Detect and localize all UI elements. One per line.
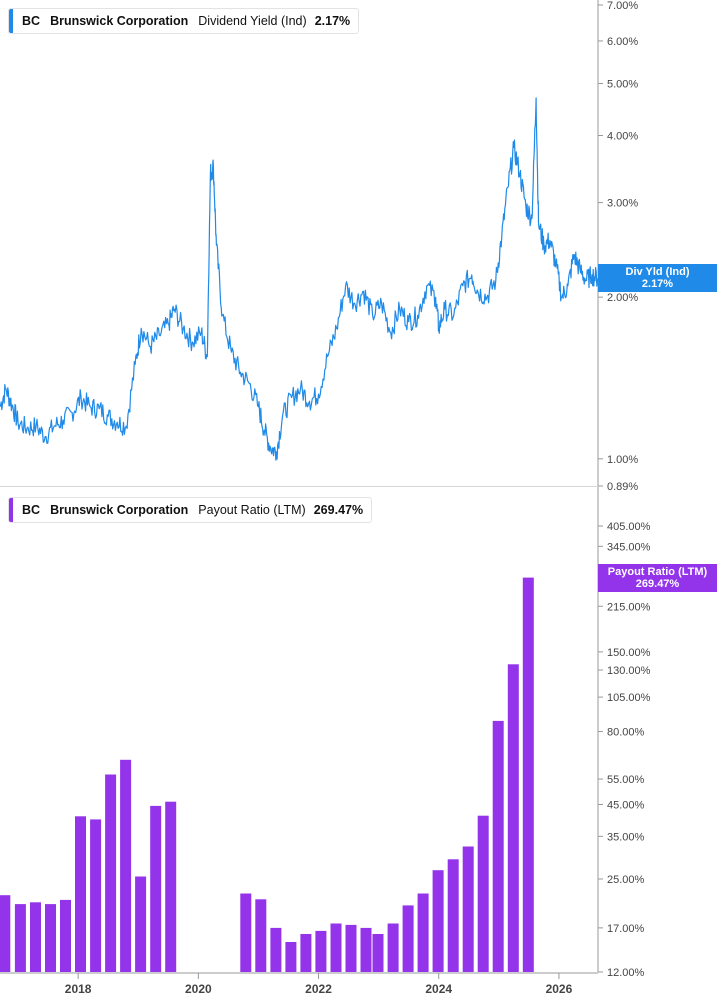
- payout-ratio-bar: [447, 859, 459, 972]
- payout-ratio-bar: [90, 819, 102, 972]
- tag-value: 269.47%: [635, 578, 680, 590]
- legend-value: 2.17%: [314, 14, 351, 28]
- payout-ratio-bar: [522, 577, 534, 972]
- payout-ratio-bar: [285, 942, 297, 972]
- y-tick-label: 4.00%: [607, 131, 638, 143]
- payout-ratio-bar: [477, 815, 489, 972]
- x-tick-label: 2018: [65, 982, 92, 996]
- payout-ratio-bar: [135, 876, 147, 972]
- legend-metric: Dividend Yield (Ind): [198, 14, 307, 28]
- legend-ticker: BC: [22, 503, 41, 517]
- legend-value: 269.47%: [313, 503, 364, 517]
- payout-ratio-bar: [300, 934, 312, 972]
- x-tick-label: 2024: [425, 982, 452, 996]
- payout-ratio-value-tag: Payout Ratio (LTM) 269.47%: [598, 564, 717, 592]
- legend-swatch: [9, 498, 13, 522]
- payout-ratio-bar: [14, 904, 26, 972]
- y-tick-label: 3.00%: [607, 198, 638, 210]
- y-tick-label: 7.00%: [607, 0, 638, 12]
- bottom-y-axis: 405.00% 345.00% 215.00% 150.00% 130.00% 105.0…: [597, 487, 651, 979]
- payout-ratio-bar: [105, 774, 117, 972]
- y-tick-label: 45.00%: [607, 799, 645, 811]
- payout-ratio-bar: [432, 870, 444, 972]
- y-tick-label: 345.00%: [607, 541, 651, 553]
- y-tick-label: 25.00%: [607, 874, 645, 886]
- payout-ratio-bar: [120, 759, 132, 972]
- tag-label: Div Yld (Ind): [625, 266, 690, 278]
- y-tick-label: 12.00%: [607, 967, 645, 979]
- payout-ratio-bar: [462, 846, 474, 972]
- dividend-yield-plot: [0, 97, 599, 461]
- legend-ticker: BC: [22, 14, 41, 28]
- payout-ratio-bar: [417, 893, 429, 972]
- y-tick-label: 2.00%: [607, 292, 638, 304]
- payout-ratio-bar: [507, 664, 519, 972]
- payout-ratio-bar: [360, 927, 372, 972]
- payout-ratio-bar: [255, 899, 267, 972]
- payout-ratio-bar: [165, 801, 177, 972]
- y-tick-label: 80.00%: [607, 727, 645, 739]
- payout-ratio-plot: [0, 577, 534, 972]
- payout-ratio-bar: [30, 902, 41, 972]
- y-tick-label: 5.00%: [607, 78, 638, 90]
- y-tick-label: 35.00%: [607, 831, 645, 843]
- payout-ratio-bar: [150, 805, 162, 972]
- panel-divider: [0, 486, 598, 487]
- top-y-axis: 7.00% 6.00% 5.00% 4.00% 3.00% 2.00% 1.00% 0.89%: [597, 0, 638, 493]
- y-tick-label: 215.00%: [607, 601, 651, 613]
- legend-company: Brunswick Corporation: [50, 503, 189, 517]
- y-tick-label: 0.89%: [607, 481, 638, 493]
- payout-ratio-bar: [387, 923, 399, 972]
- payout-ratio-bar: [402, 905, 414, 972]
- x-tick-label: 2022: [305, 982, 332, 996]
- payout-ratio-bar: [492, 720, 504, 972]
- payout-ratio-bar: [330, 923, 342, 972]
- payout-ratio-bar: [372, 934, 384, 972]
- x-tick-label: 2020: [185, 982, 212, 996]
- payout-ratio-bar: [0, 895, 11, 972]
- payout-ratio-bar: [60, 899, 71, 972]
- y-tick-label: 105.00%: [607, 692, 651, 704]
- y-tick-label: 6.00%: [607, 36, 638, 48]
- payout-ratio-bar: [45, 904, 56, 972]
- payout-ratio-bar: [345, 924, 357, 972]
- legend-metric: Payout Ratio (LTM): [198, 503, 306, 517]
- tag-value: 2.17%: [641, 278, 674, 290]
- y-tick-label: 150.00%: [607, 647, 651, 659]
- tag-label: Payout Ratio (LTM): [607, 566, 708, 578]
- legend-company: Brunswick Corporation: [50, 14, 189, 28]
- payout-ratio-bar: [315, 930, 327, 972]
- dividend-yield-line: [0, 97, 599, 461]
- y-tick-label: 55.00%: [607, 774, 645, 786]
- y-tick-label: 405.00%: [607, 521, 651, 533]
- payout-ratio-legend[interactable]: BC Brunswick Corporation Payout Ratio (L…: [8, 497, 373, 523]
- dividend-yield-legend[interactable]: BC Brunswick Corporation Dividend Yield …: [8, 8, 360, 34]
- x-axis: 2018 2020 2022 2024 2026: [0, 972, 598, 996]
- payout-ratio-bar: [270, 927, 282, 972]
- y-tick-label: 1.00%: [607, 454, 638, 466]
- y-tick-label: 130.00%: [607, 665, 651, 677]
- legend-swatch: [9, 9, 13, 33]
- y-tick-label: 17.00%: [607, 923, 645, 935]
- dividend-yield-value-tag: Div Yld (Ind) 2.17%: [598, 264, 717, 292]
- payout-ratio-bar: [75, 816, 86, 972]
- payout-ratio-bar: [240, 893, 252, 972]
- x-tick-label: 2026: [546, 982, 573, 996]
